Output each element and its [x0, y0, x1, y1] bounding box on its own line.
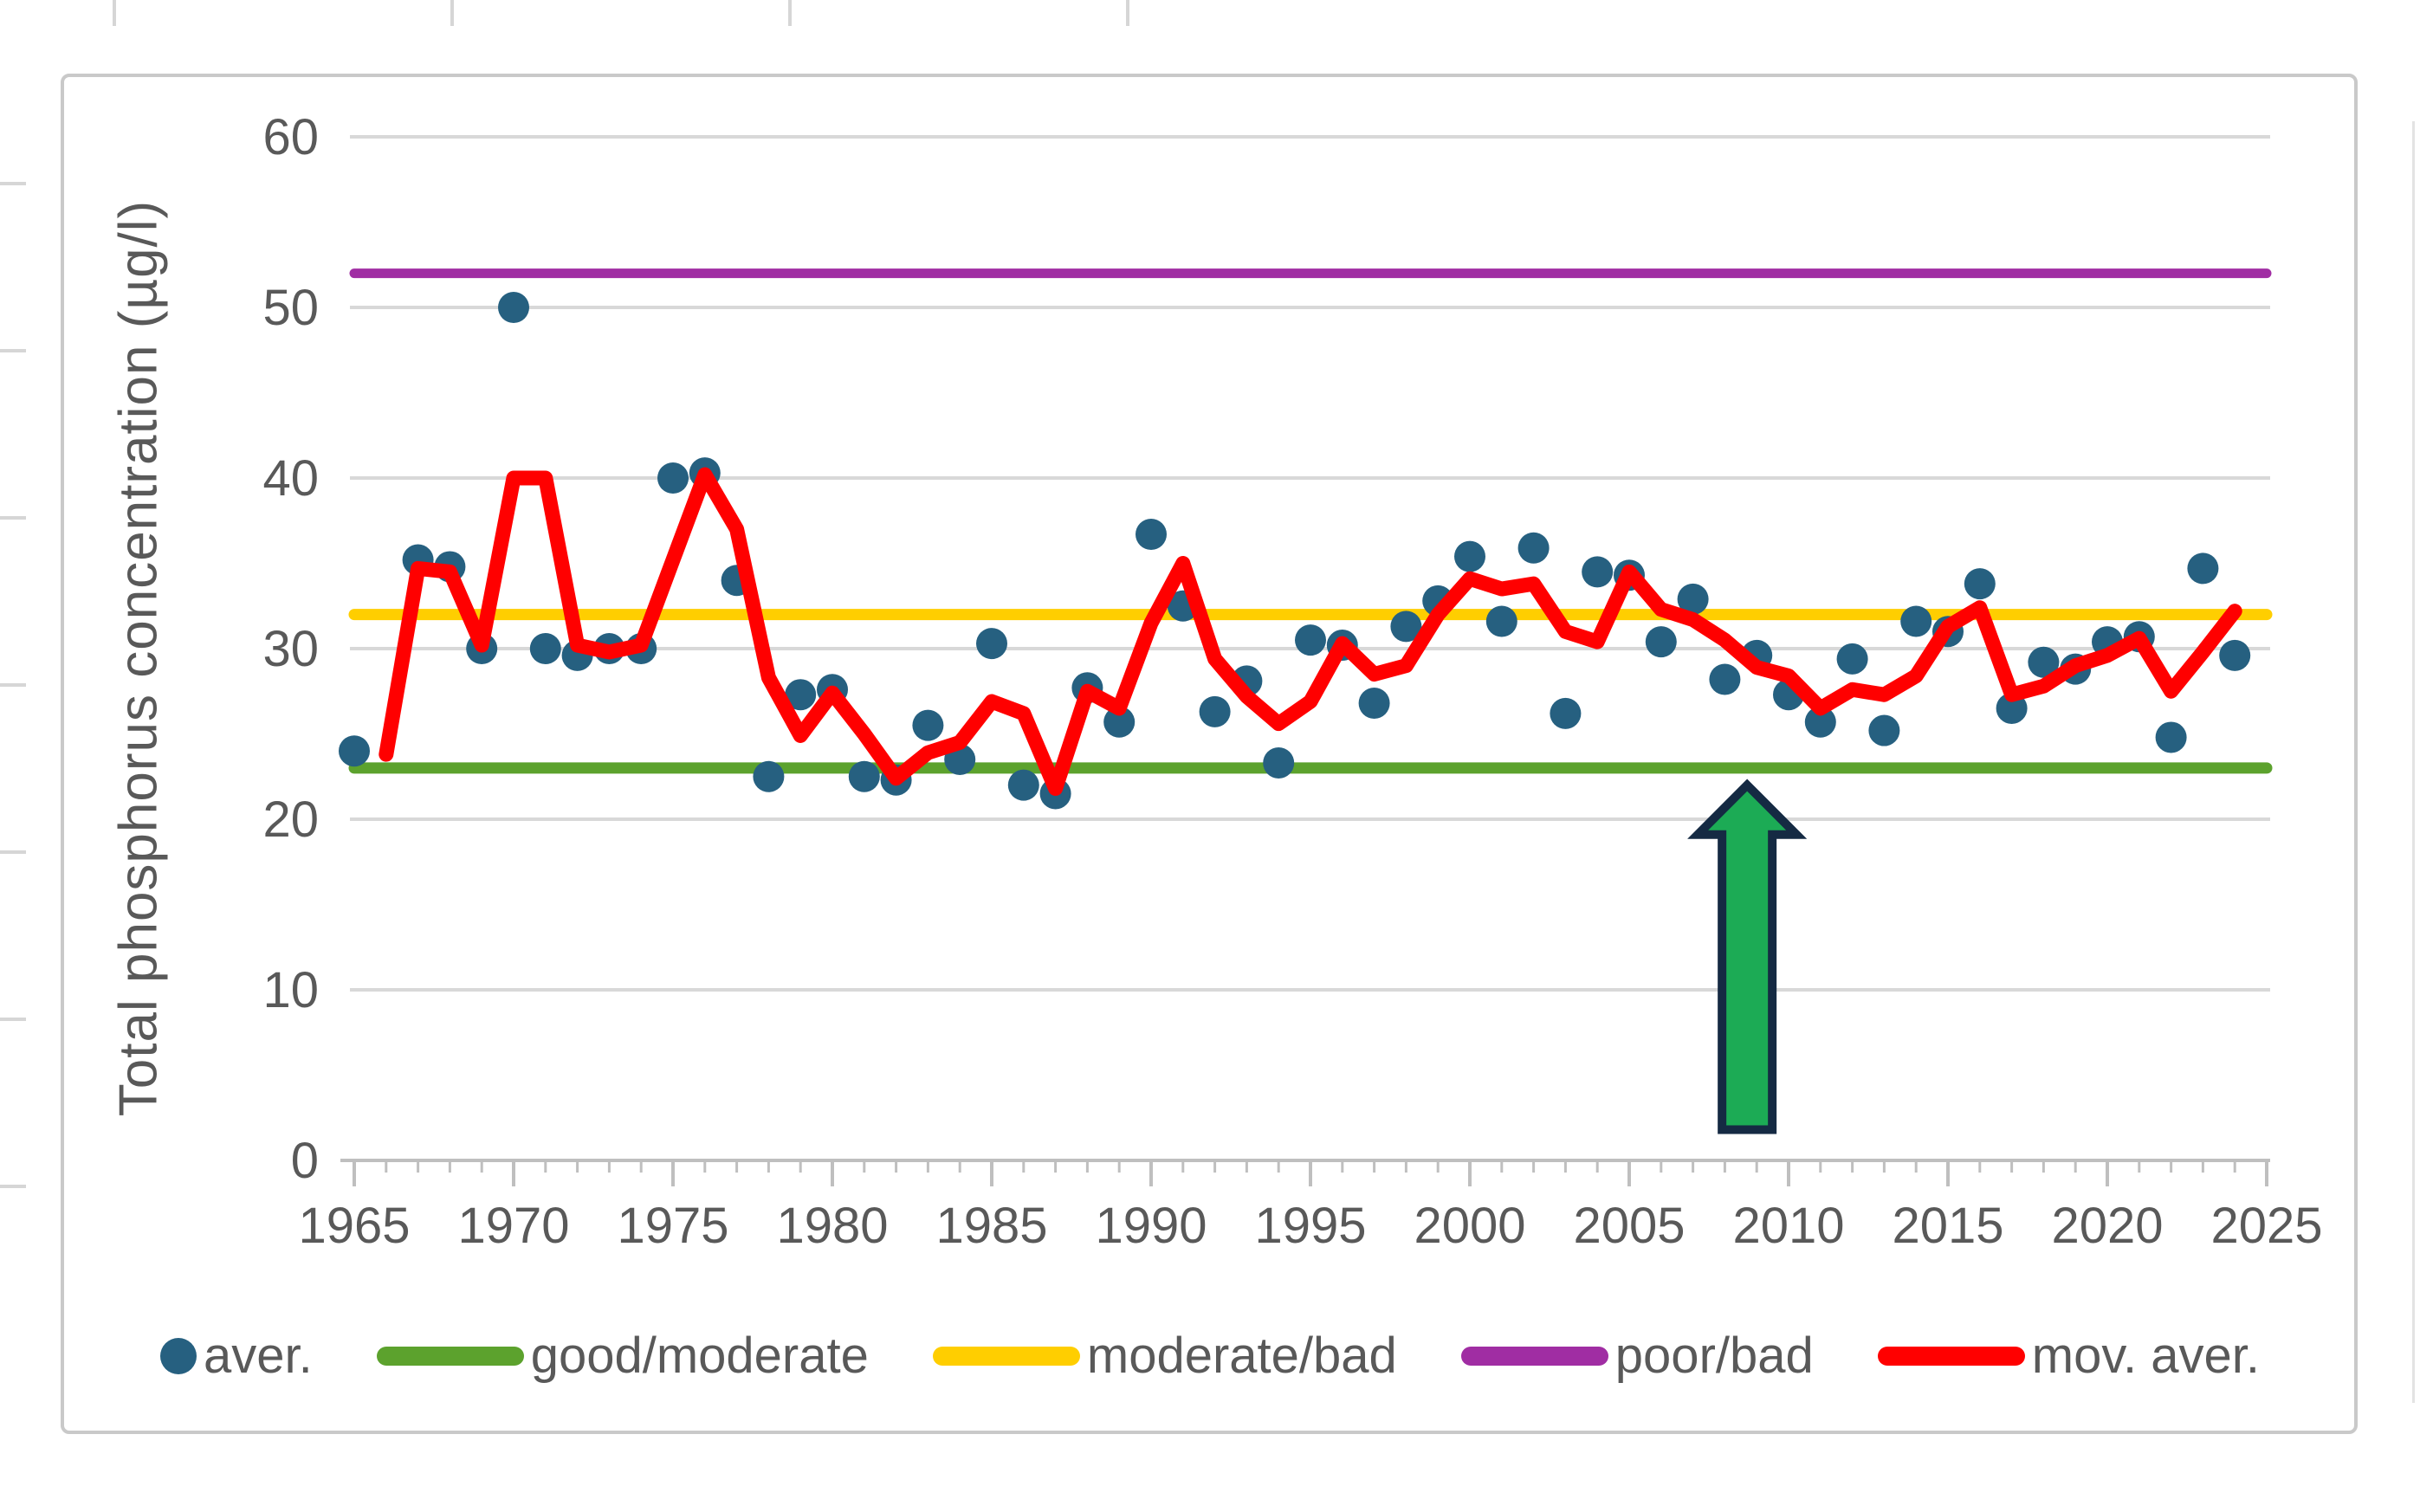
scatter-point [1804, 706, 1836, 738]
legend-item-poor-bad: poor/bad [1460, 1327, 1814, 1385]
page-edge-tick [450, 0, 454, 26]
x-tick-label: 2015 [1892, 1198, 2003, 1254]
scatter-point [912, 709, 944, 741]
scatter-point [1485, 605, 1517, 637]
x-tick-label: 1995 [1254, 1198, 1366, 1254]
page-edge-tick [0, 1185, 26, 1188]
scatter-point [1550, 697, 1582, 729]
x-tick-label: 2020 [2051, 1198, 2163, 1254]
y-tick-label: 30 [262, 621, 319, 677]
scatter-point [1996, 692, 2028, 724]
scatter-point [1517, 532, 1550, 564]
scatter-point [1645, 626, 1677, 658]
scatter-point [976, 628, 1007, 660]
y-tick-label: 20 [262, 792, 319, 848]
scatter-point [1677, 583, 1709, 615]
scatter-point [657, 462, 689, 494]
x-tick-label: 1980 [776, 1198, 888, 1254]
y-tick-label: 60 [262, 109, 319, 165]
legend-label: aver. [203, 1328, 313, 1384]
scatter-point [1136, 519, 1167, 551]
scatter-point [2187, 552, 2219, 585]
legend-label: mov. aver. [2031, 1328, 2261, 1384]
x-tick-label: 1975 [617, 1198, 728, 1254]
page-edge-tick [0, 516, 26, 520]
y-axis-title: Total phosphorus concentration (µg/l) [108, 199, 169, 1117]
up-arrow-annotation [1687, 779, 1808, 1134]
legend-label: good/moderate [530, 1328, 869, 1384]
x-tick-label: 2025 [2210, 1198, 2322, 1254]
scatter-point [848, 760, 880, 792]
page-edge-tick [0, 349, 26, 352]
scatter-point [339, 735, 370, 767]
x-tick-label: 1990 [1095, 1198, 1207, 1254]
scatter-point [2155, 721, 2187, 753]
x-tick-label: 1985 [935, 1198, 1047, 1254]
scatter-point [1582, 556, 1614, 588]
page-edge-tick [0, 182, 26, 185]
y-tick-label: 0 [291, 1133, 319, 1189]
page-edge-tick [0, 850, 26, 854]
legend-label: moderate/bad [1086, 1328, 1397, 1384]
x-tick-label: 2000 [1414, 1198, 1525, 1254]
scatter-point [1836, 643, 1868, 675]
scatter-marker-icon [159, 1337, 197, 1374]
scatter-point [498, 292, 529, 323]
scatter-point [1103, 706, 1136, 738]
page-edge-tick [0, 1018, 26, 1021]
scatter-point [1199, 695, 1231, 727]
scatter-point [785, 679, 817, 711]
x-tick-label: 2010 [1732, 1198, 1844, 1254]
scatter-point [1358, 688, 1390, 720]
page-edge-tick [788, 0, 792, 26]
legend: aver. good/moderate moderate/bad poor/ba… [104, 1327, 2316, 1385]
moving-average-line [379, 467, 2242, 797]
red-line-swatch-icon [1877, 1346, 2025, 1366]
x-tick-label: 2005 [1573, 1198, 1685, 1254]
scatter-point [1007, 769, 1039, 801]
chart-frame [61, 74, 2358, 1434]
scatter-point [1964, 568, 1996, 600]
y-tick-label: 40 [262, 450, 319, 507]
legend-item-aver: aver. [159, 1327, 313, 1385]
x-tick-label: 1970 [457, 1198, 569, 1254]
page-edge-tick [0, 683, 26, 687]
page-edge-line [2412, 121, 2415, 1403]
scatter-point [1295, 624, 1326, 656]
legend-item-mov-aver: mov. aver. [1877, 1327, 2261, 1385]
yellow-line-swatch-icon [932, 1346, 1080, 1366]
scatter-point [1390, 611, 1422, 643]
scatter-point [1709, 663, 1741, 695]
scatter-point [1900, 605, 1932, 637]
y-tick-label: 10 [262, 962, 319, 1018]
purple-line-swatch-icon [1460, 1346, 1608, 1366]
green-line-swatch-icon [376, 1346, 524, 1366]
scatter-point [1263, 746, 1295, 779]
scatter-point [1454, 540, 1485, 572]
legend-label: poor/bad [1614, 1328, 1814, 1384]
scatter-point [529, 633, 561, 664]
scatter-point [2219, 639, 2251, 671]
scatter-point [2028, 646, 2060, 678]
legend-item-good-moderate: good/moderate [376, 1327, 869, 1385]
page-edge-tick [1126, 0, 1129, 26]
page-edge-tick [113, 0, 116, 26]
legend-item-moderate-bad: moderate/bad [932, 1327, 1397, 1385]
x-tick-label: 1965 [298, 1198, 410, 1254]
y-tick-label: 50 [262, 280, 319, 336]
scatter-point [753, 760, 785, 792]
scatter-point [1868, 714, 1900, 746]
